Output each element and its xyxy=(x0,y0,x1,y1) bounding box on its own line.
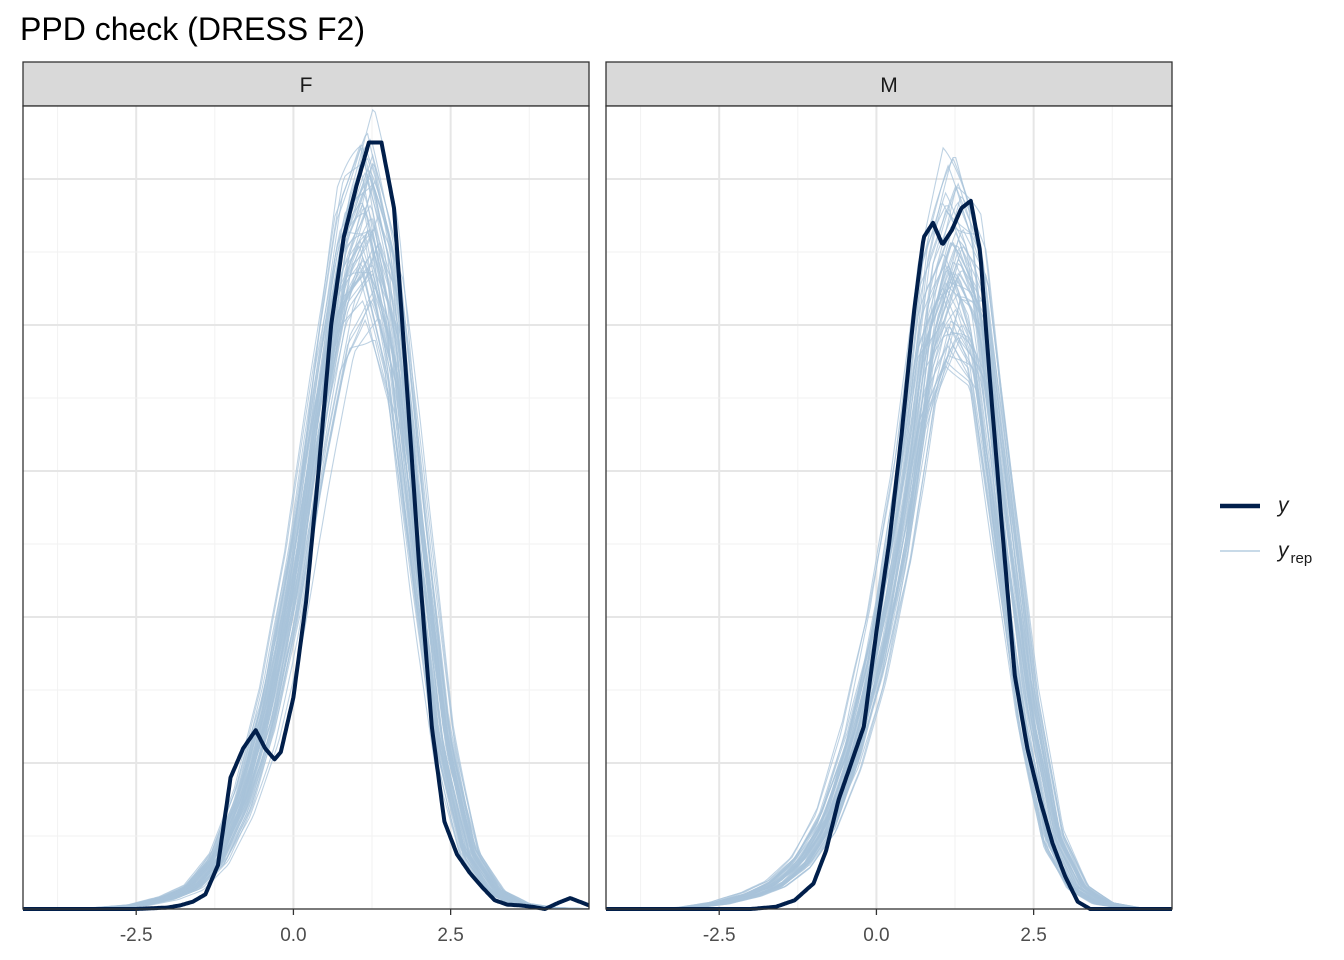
legend-item-y: y xyxy=(1220,494,1290,517)
facet-panel-F: F -2.5 0.0 2.5 xyxy=(22,61,590,946)
legend-subscript: rep xyxy=(1291,550,1313,567)
x-tick-label: -2.5 xyxy=(120,925,153,946)
facet-panel-M: M -2.5 0.0 2.5 xyxy=(605,61,1173,946)
panel-border xyxy=(22,105,590,910)
legend-label-yrep: y rep xyxy=(1276,539,1312,567)
facet-strip xyxy=(22,61,590,107)
facet-panels: F -2.5 0.0 2.5 M -2.5 0.0 2.5 xyxy=(22,61,1173,946)
x-tick-label: -2.5 xyxy=(703,925,736,946)
yrep-line xyxy=(22,146,589,910)
yrep-lines xyxy=(22,108,590,910)
panel-background xyxy=(606,106,1172,909)
legend-item-yrep: y rep xyxy=(1220,539,1312,567)
x-tick-label: 2.5 xyxy=(1020,925,1046,946)
grid-lines xyxy=(606,105,1172,909)
x-tick-label: 0.0 xyxy=(280,925,306,946)
legend-label-y: y xyxy=(1276,494,1290,517)
figure-title: PPD check (DRESS F2) xyxy=(20,11,365,47)
yrep-line xyxy=(606,336,1172,910)
x-tick-label: 0.0 xyxy=(863,925,889,946)
yrep-line xyxy=(605,320,1172,910)
facet-strip-label: F xyxy=(300,74,313,97)
x-tick-label: 2.5 xyxy=(437,925,463,946)
panel-border xyxy=(605,105,1173,910)
legend: y y rep xyxy=(1220,494,1312,567)
facet-strip-label: M xyxy=(880,74,898,97)
